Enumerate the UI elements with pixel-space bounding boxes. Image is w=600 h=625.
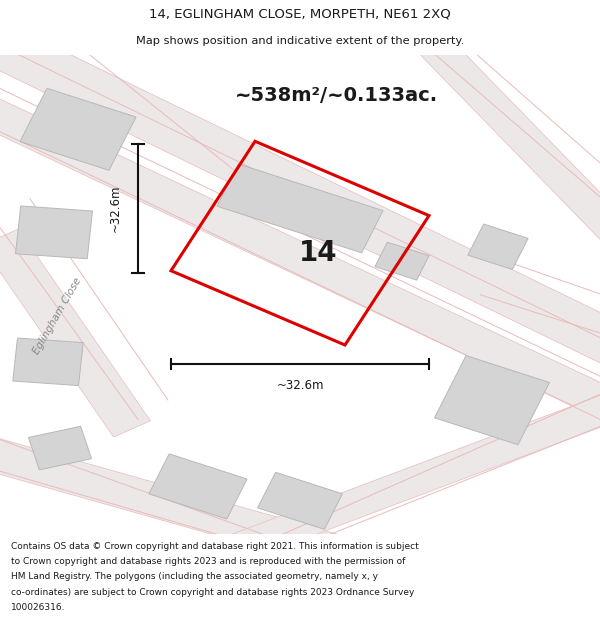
Text: Eglingham Close: Eglingham Close (31, 276, 83, 356)
Polygon shape (375, 242, 429, 280)
Polygon shape (217, 164, 383, 253)
Text: ~538m²/~0.133ac.: ~538m²/~0.133ac. (235, 86, 437, 105)
Text: co-ordinates) are subject to Crown copyright and database rights 2023 Ordnance S: co-ordinates) are subject to Crown copyr… (11, 588, 414, 597)
Polygon shape (202, 387, 600, 571)
Text: ~32.6m: ~32.6m (276, 379, 324, 392)
Polygon shape (149, 454, 247, 519)
Polygon shape (0, 229, 151, 437)
Polygon shape (20, 88, 136, 171)
Text: ~32.6m: ~32.6m (109, 184, 122, 232)
Polygon shape (16, 206, 92, 259)
Text: Contains OS data © Crown copyright and database right 2021. This information is : Contains OS data © Crown copyright and d… (11, 542, 419, 551)
Text: to Crown copyright and database rights 2023 and is reproduced with the permissio: to Crown copyright and database rights 2… (11, 557, 405, 566)
Text: HM Land Registry. The polygons (including the associated geometry, namely x, y: HM Land Registry. The polygons (includin… (11, 572, 378, 581)
Polygon shape (406, 22, 600, 256)
Polygon shape (13, 338, 83, 386)
Polygon shape (434, 356, 550, 445)
Text: 14, EGLINGHAM CLOSE, MORPETH, NE61 2XQ: 14, EGLINGHAM CLOSE, MORPETH, NE61 2XQ (149, 8, 451, 20)
Text: 14: 14 (299, 239, 337, 267)
Polygon shape (257, 472, 343, 529)
Polygon shape (468, 224, 528, 269)
Text: Map shows position and indicative extent of the property.: Map shows position and indicative extent… (136, 36, 464, 46)
Polygon shape (0, 12, 600, 371)
Polygon shape (28, 426, 92, 470)
Polygon shape (0, 89, 600, 428)
Polygon shape (0, 432, 367, 574)
Text: 100026316.: 100026316. (11, 603, 65, 612)
